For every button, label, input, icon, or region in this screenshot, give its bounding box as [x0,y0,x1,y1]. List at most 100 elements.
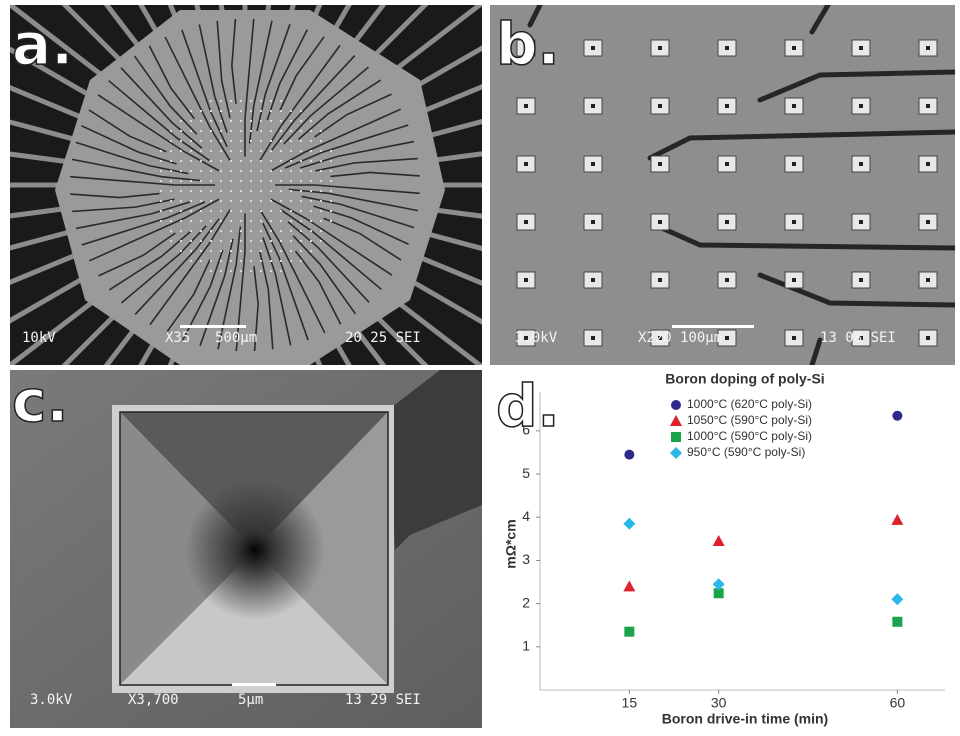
electrode-site [250,220,252,222]
electrode-site [270,270,272,272]
electrode-site [320,200,322,202]
electrode-site [310,200,312,202]
pyramid-tip [524,278,528,282]
electrode-site [210,190,212,192]
pyramid-tip [792,336,796,340]
electrode-site [260,170,262,172]
electrode-site [320,180,322,182]
electrode-site [290,160,292,162]
electrode-site [260,260,262,262]
electrode-site [310,190,312,192]
electrode-site [310,240,312,242]
electrode-site [240,100,242,102]
electrode-site [210,100,212,102]
electrode-site [230,180,232,182]
electrode-site [240,120,242,122]
electrode-site [210,200,212,202]
sem-info: 500µm [215,330,257,346]
electrode-site [250,150,252,152]
electrode-site [270,240,272,242]
electrode-site [240,180,242,182]
electrode-site [230,230,232,232]
electrode-site [200,180,202,182]
electrode-site [240,260,242,262]
electrode-site [230,150,232,152]
electrode-site [300,130,302,132]
electrode-site [270,110,272,112]
electrode-site [170,160,172,162]
electrode-site [270,160,272,162]
electrode-site [320,170,322,172]
electrode-site [180,190,182,192]
point [624,450,634,460]
electrode-site [320,230,322,232]
electrode-site [250,130,252,132]
sem-info: 5µm [238,692,263,708]
electrode-site [260,190,262,192]
electrode-site [260,130,262,132]
electrode-site [170,150,172,152]
pyramid-tip [524,162,528,166]
electrode-site [160,180,162,182]
pyramid-tip [792,162,796,166]
electrode-site [280,180,282,182]
electrode-site [230,240,232,242]
electrode-site [230,170,232,172]
electrode-site [190,180,192,182]
electrode-site [210,230,212,232]
electrode-site [230,140,232,142]
electrode-site [210,130,212,132]
electrode-site [320,140,322,142]
electrode-site [200,150,202,152]
electrode-site [280,240,282,242]
pyramid-tip [591,162,595,166]
electrode-site [250,170,252,172]
electrode-site [170,130,172,132]
pyramid-tip [859,104,863,108]
electrode-site [300,190,302,192]
electrode-site [200,230,202,232]
pyramid-tip [859,220,863,224]
electrode-site [250,160,252,162]
electrode-site [270,210,272,212]
electrode-site [250,190,252,192]
point [624,627,634,637]
electrode-site [210,110,212,112]
electrode-site [300,250,302,252]
electrode-site [280,210,282,212]
electrode-site [250,260,252,262]
electrode-site [280,120,282,122]
legend-marker [671,400,681,410]
electrode-site [220,190,222,192]
electrode-site [280,160,282,162]
electrode-site [320,160,322,162]
legend-label: 950°C (590°C poly-Si) [687,445,805,459]
electrode-site [240,230,242,232]
electrode-site [320,240,322,242]
electrode-site [240,240,242,242]
electrode-site [300,160,302,162]
electrode-site [160,150,162,152]
electrode-site [280,100,282,102]
pyramid-tip [859,278,863,282]
electrode-site [210,140,212,142]
pyramid-tip [926,104,930,108]
electrode-site [190,200,192,202]
electrode-site [180,150,182,152]
electrode-site [180,160,182,162]
electrode-site [270,260,272,262]
pyramid-tip [926,46,930,50]
electrode-site [220,120,222,122]
electrode-site [260,110,262,112]
electrode-site [220,170,222,172]
electrode-site [190,240,192,242]
electrode-site [290,140,292,142]
pyramid-tip [792,46,796,50]
electrode-site [270,220,272,222]
electrode-site [180,230,182,232]
electrode-site [290,220,292,222]
electrode-site [190,120,192,122]
electrode-site [180,200,182,202]
electrode-site [220,160,222,162]
electrode-site [260,180,262,182]
